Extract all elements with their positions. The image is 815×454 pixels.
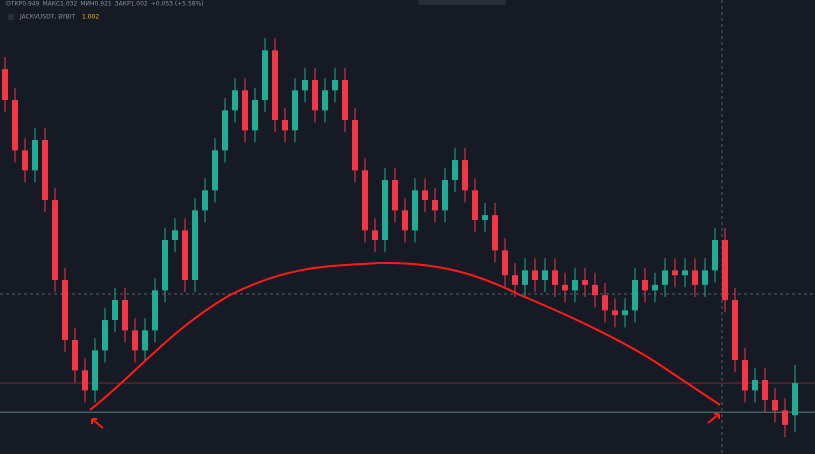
candle-body xyxy=(412,190,418,231)
candle-body xyxy=(252,100,258,131)
candle-body xyxy=(192,210,198,281)
candle-body xyxy=(512,275,518,285)
collapse-button[interactable] xyxy=(8,14,14,20)
candle-body xyxy=(592,284,598,296)
hand-drawn-curve xyxy=(89,261,721,411)
candle-body xyxy=(472,190,478,221)
candle-body xyxy=(442,180,448,211)
candle-body xyxy=(32,140,38,171)
candle-body xyxy=(702,270,708,285)
candle-body xyxy=(322,90,328,111)
ohlc-text: МИН0.921 xyxy=(80,1,112,8)
candle-body xyxy=(2,69,8,101)
arrow xyxy=(91,418,104,429)
candle-body xyxy=(182,230,188,281)
candle-body xyxy=(372,230,378,241)
candle-body xyxy=(402,210,408,231)
candle-body xyxy=(482,215,488,221)
candle-body xyxy=(292,90,298,131)
last-price: 1.002 xyxy=(82,14,99,21)
ohlc-text: МАКС1.032 xyxy=(42,1,77,8)
candles xyxy=(0,38,815,438)
candle-body xyxy=(212,150,218,191)
candle-body xyxy=(622,310,628,316)
candle-body xyxy=(722,240,728,301)
candle-body xyxy=(462,160,468,191)
ohlc-text: ОТКР0.949 xyxy=(6,1,40,8)
candle-body xyxy=(22,150,28,171)
candle-body xyxy=(572,280,578,291)
candle-body xyxy=(72,340,78,371)
symbol-title: JACKVUSDT, BYBIT xyxy=(19,14,76,21)
candle-body xyxy=(352,120,358,171)
candle-body xyxy=(612,310,618,316)
candle-body xyxy=(342,80,348,121)
candle-body xyxy=(42,140,48,201)
candle-body xyxy=(542,270,548,281)
candle-body xyxy=(382,180,388,241)
candle-body xyxy=(312,80,318,111)
candle-body xyxy=(202,190,208,211)
candle-body xyxy=(532,270,538,281)
candle-body xyxy=(752,380,758,391)
candle-body xyxy=(782,410,788,425)
candle-body xyxy=(282,120,288,131)
candle-body xyxy=(122,300,128,331)
candle-body xyxy=(672,270,678,276)
candle-body xyxy=(522,270,528,285)
candle-body xyxy=(262,50,268,101)
header: ОТКР0.949 МАКС1.032 МИН0.921 ЗАКР1.002 +0.05… xyxy=(6,1,204,8)
candle-body xyxy=(732,300,738,361)
candle-body xyxy=(562,284,568,291)
candle-body xyxy=(452,160,458,181)
candle-body xyxy=(392,180,398,211)
candle-body xyxy=(422,190,428,201)
candle-body xyxy=(632,280,638,311)
ohlc-text: +0.053 (+5.58%) xyxy=(151,1,204,8)
candle-body xyxy=(142,330,148,351)
candle-body xyxy=(362,170,368,231)
candle-body xyxy=(272,50,278,121)
candle-body xyxy=(132,330,138,351)
candle-body xyxy=(12,100,18,151)
candle-body xyxy=(152,290,158,331)
candle-body xyxy=(682,270,688,276)
candle-body xyxy=(492,215,498,251)
candle-body xyxy=(52,200,58,281)
candle-body xyxy=(62,280,68,341)
candle-body xyxy=(772,400,778,411)
ohlc-text: ЗАКР1.002 xyxy=(115,1,148,8)
candle-body xyxy=(232,90,238,111)
candle-body xyxy=(692,270,698,285)
toolbar[interactable] xyxy=(418,0,506,5)
candle-body xyxy=(222,110,228,151)
candle-body xyxy=(82,370,88,391)
candle-body xyxy=(432,200,438,211)
candle-body xyxy=(172,230,178,241)
candle-body xyxy=(762,380,768,401)
candle-body xyxy=(302,80,308,91)
candle-body xyxy=(502,250,508,276)
candle-body xyxy=(112,300,118,321)
candle-body xyxy=(242,90,248,131)
candle-body xyxy=(742,360,748,391)
candle-body xyxy=(552,270,558,285)
candle-body xyxy=(652,284,658,291)
candle-body xyxy=(712,240,718,271)
candle-body xyxy=(602,295,608,311)
candle-body xyxy=(332,80,338,91)
candle-body xyxy=(92,350,98,391)
candle-body xyxy=(102,320,108,351)
candle-body xyxy=(642,280,648,291)
candle-body xyxy=(662,270,668,285)
candle-body xyxy=(792,383,798,416)
candle-body xyxy=(162,240,168,291)
candle-body xyxy=(582,280,588,285)
arrow xyxy=(707,413,720,424)
